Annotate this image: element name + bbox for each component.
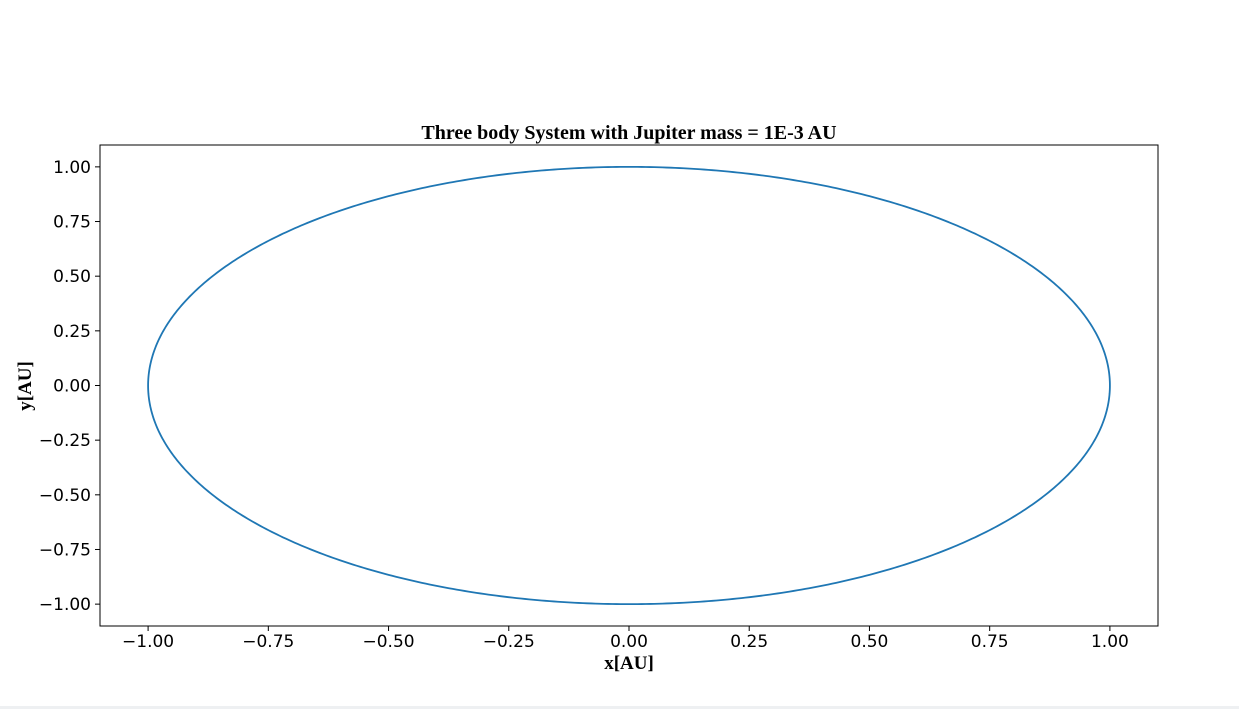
- x-tick-label: −0.25: [483, 632, 535, 652]
- chart-title: Three body System with Jupiter mass = 1E…: [421, 122, 836, 144]
- x-tick-label: 0.50: [851, 632, 889, 652]
- plot-area: [147, 165, 1111, 606]
- x-tick-label: −1.00: [122, 632, 174, 652]
- y-tick-label: 0.50: [53, 267, 91, 287]
- y-tick-label: 0.25: [53, 322, 91, 342]
- bottom-divider: [0, 706, 1239, 709]
- x-tick-label: 0.25: [730, 632, 768, 652]
- plot-frame: [99, 144, 1159, 627]
- y-tick-label: −0.25: [39, 431, 91, 451]
- x-tick-label: −0.50: [362, 632, 414, 652]
- x-tick-label: 0.00: [610, 632, 648, 652]
- x-tick-label: 1.00: [1091, 632, 1129, 652]
- y-tick-label: 0.75: [53, 213, 91, 233]
- x-tick-label: −0.75: [242, 632, 294, 652]
- y-tick-label: −0.75: [39, 540, 91, 560]
- y-axis-ticks: 1.00 0.75 0.50 0.25 0.00 −0.25 −0.50 −0.75 −1.00: [39, 158, 100, 615]
- y-tick-label: −1.00: [39, 595, 91, 615]
- x-tick-label: 0.75: [971, 632, 1009, 652]
- y-axis-label: y[AU]: [15, 361, 36, 411]
- x-axis-label: x[AU]: [604, 653, 654, 674]
- y-tick-label: −0.50: [39, 486, 91, 506]
- y-tick-label: 1.00: [53, 158, 91, 178]
- y-tick-label: 0.00: [53, 377, 91, 397]
- x-axis-ticks: −1.00 −0.75 −0.50 −0.25 0.00 0.25 0.50 0.75 1.00: [122, 626, 1129, 652]
- orbit-line-0: [147, 165, 1111, 606]
